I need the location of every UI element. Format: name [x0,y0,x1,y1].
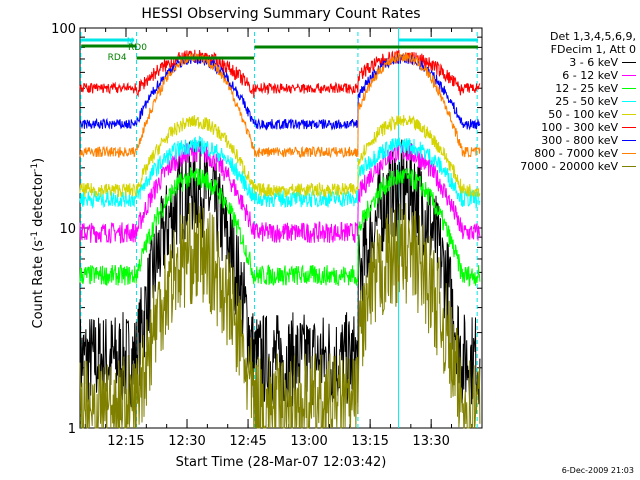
legend-label: 25 - 50 keV [555,95,618,108]
chart-title: HESSI Observing Summary Count Rates [141,6,421,22]
legend-label: 300 - 800 keV [541,134,618,147]
series-line [79,135,481,210]
legend-swatch [622,166,636,167]
legend-swatch [622,140,636,141]
y-axis-title: Count Rate (s-1 detector-1) [29,157,47,329]
legend-item: 12 - 25 keV [486,82,636,95]
x-tick-label: 13:15 [351,434,388,449]
legend-label: 12 - 25 keV [555,82,618,95]
legend-label: 3 - 6 keV [569,56,618,69]
legend-item: 300 - 800 keV [486,134,636,147]
x-tick-label: 12:45 [229,434,266,449]
legend: Det 1,3,4,5,6,9, FDecim 1, Att 0 3 - 6 k… [486,30,636,173]
series-line [79,202,481,429]
y-tick-label: 10 [59,222,76,237]
y-tick-label: 100 [51,22,76,37]
legend-label: 800 - 7000 keV [534,147,618,160]
legend-header-2: FDecim 1, Att 0 [550,43,636,56]
x-tick-label: 12:30 [168,434,205,449]
legend-label: 6 - 12 keV [562,69,618,82]
legend-item: 800 - 7000 keV [486,147,636,160]
flag-label: RD0 [128,43,147,53]
series-line [79,114,481,198]
y-tick-label: 1 [68,422,76,437]
legend-label: 50 - 100 keV [548,108,618,121]
x-axis-title: Start Time (28-Mar-07 12:03:42) [175,455,387,470]
timestamp: 6-Dec-2009 21:03 [561,466,634,475]
legend-item: 50 - 100 keV [486,108,636,121]
x-tick-label: 13:30 [412,434,449,449]
legend-swatch [622,127,636,128]
flag-label: RD4 [108,53,127,63]
series-line [79,142,481,245]
series-line [79,167,481,288]
legend-swatch [622,62,636,63]
legend-label: 100 - 300 keV [541,121,618,134]
legend-swatch [622,88,636,89]
legend-item: 6 - 12 keV [486,69,636,82]
x-tick-label: 13:00 [290,434,327,449]
legend-item: 25 - 50 keV [486,95,636,108]
series-line [79,52,481,159]
legend-swatch [622,75,636,76]
flag-label: N [127,37,134,47]
legend-item: 7000 - 20000 keV [486,160,636,173]
legend-item: 100 - 300 keV [486,121,636,134]
legend-label: 7000 - 20000 keV [520,160,618,173]
x-tick-label: 12:15 [107,434,144,449]
legend-item: 3 - 6 keV [486,56,636,69]
legend-swatch [622,114,636,115]
legend-swatch [622,101,636,102]
legend-swatch [622,153,636,154]
legend-header-1: Det 1,3,4,5,6,9, [549,30,636,43]
